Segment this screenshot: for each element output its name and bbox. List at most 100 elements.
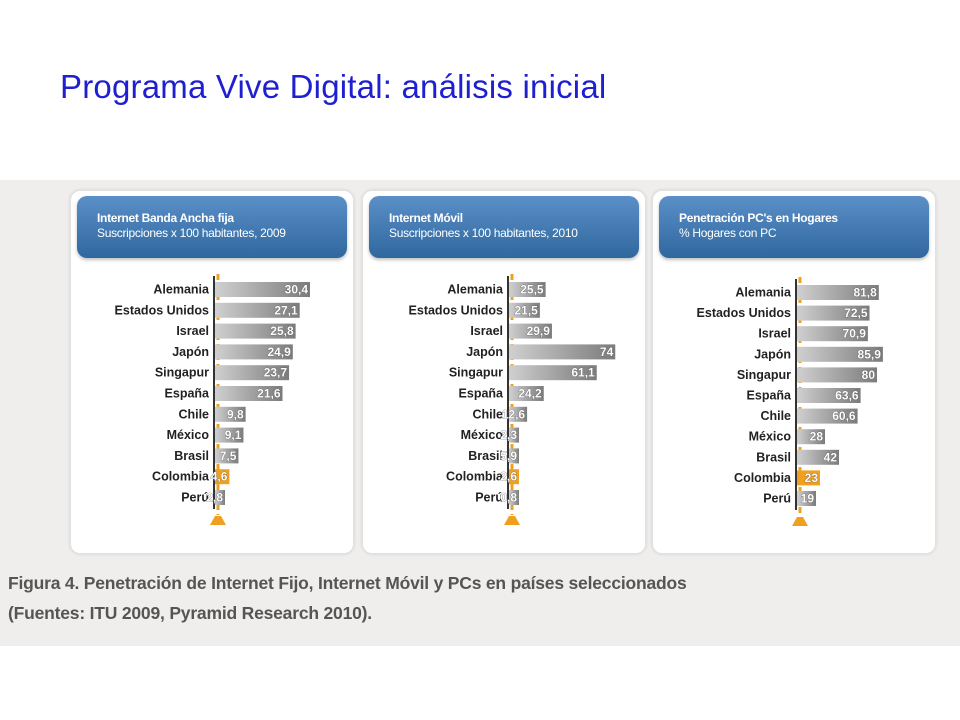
category-label: Chile: [472, 407, 503, 421]
category-label: México: [461, 428, 504, 442]
category-label: Brasil: [756, 450, 791, 464]
reference-marker-base: [792, 517, 808, 526]
bar-chart-mobile: Alemania 25,5 Estados Unidos 21,5 Israel 29,9…: [409, 274, 616, 525]
category-label: España: [747, 389, 793, 403]
category-label: Estados Unidos: [697, 306, 792, 320]
data-label: 85,9: [858, 347, 882, 361]
data-label: 24,2: [518, 387, 542, 401]
bar: [215, 302, 300, 318]
data-label: 23,7: [264, 366, 288, 380]
bar: [797, 491, 816, 506]
data-label: 21,5: [515, 303, 539, 317]
bar: [797, 470, 820, 486]
data-label: 29,9: [527, 324, 551, 338]
bar: [797, 367, 877, 383]
reference-marker-base: [210, 516, 226, 525]
data-label: 5,9: [500, 449, 517, 463]
category-label: Israel: [758, 327, 791, 341]
bar: [215, 448, 239, 464]
category-label: Colombia: [152, 470, 210, 484]
data-label: 42: [824, 450, 838, 464]
category-label: Japón: [754, 347, 791, 361]
bar: [509, 365, 597, 381]
chart-title: Internet Móvil: [389, 211, 463, 225]
figure-caption: Figura 4. Penetración de Internet Fijo, …: [8, 568, 687, 628]
bar-chart-broadband: Alemania 30,4 Estados Unidos 27,1 Israel 25,8…: [115, 274, 310, 525]
category-label: México: [749, 430, 792, 444]
chart-subtitle: Suscripciones x 100 habitantes, 2010: [389, 226, 578, 240]
category-label: Alemania: [447, 283, 504, 297]
category-label: Chile: [178, 407, 209, 421]
data-label: 0,8: [500, 491, 517, 505]
bar: [797, 429, 825, 445]
bar: [797, 285, 879, 300]
bar: [215, 386, 283, 401]
category-label: Alemania: [153, 283, 210, 297]
data-label: 25,8: [270, 324, 294, 338]
data-label: 7,5: [220, 449, 237, 463]
category-label: Colombia: [446, 470, 504, 484]
reference-marker-base: [504, 516, 520, 525]
category-label: España: [165, 387, 211, 401]
bar: [509, 469, 519, 485]
bar: [797, 326, 868, 342]
category-label: Perú: [763, 492, 791, 506]
data-label: 4,6: [211, 470, 228, 484]
bar: [215, 427, 244, 443]
category-label: Israel: [470, 324, 503, 338]
category-label: México: [167, 428, 210, 442]
category-label: España: [459, 387, 505, 401]
chart-subtitle: % Hogares con PC: [679, 226, 777, 240]
data-label: 2,3: [500, 428, 517, 442]
bar: [509, 386, 544, 401]
bar: [509, 427, 519, 443]
data-label: 28: [810, 430, 824, 444]
figure-image: Internet Banda Ancha fija Suscripciones …: [0, 180, 960, 646]
category-label: Japón: [466, 345, 503, 359]
chart-header-broadband: Internet Banda Ancha fija Suscripciones …: [77, 196, 347, 258]
category-label: Israel: [176, 324, 209, 338]
category-label: Singapur: [449, 366, 503, 380]
bar: [509, 282, 546, 297]
data-label: 24,9: [267, 345, 291, 359]
chart-panel-pc: Penetración PC's en Hogares % Hogares co…: [652, 190, 936, 554]
data-label: 74: [600, 345, 614, 359]
bar: [215, 282, 310, 297]
data-label: 60,6: [832, 409, 856, 423]
bar: [509, 406, 528, 422]
category-label: Brasil: [468, 449, 503, 463]
data-label: 12,6: [502, 407, 526, 421]
chart-title: Internet Banda Ancha fija: [97, 211, 234, 225]
bar: [215, 490, 225, 505]
bar: [797, 449, 839, 465]
data-label: 2,8: [206, 491, 223, 505]
bar: [509, 490, 519, 505]
data-label: 2,6: [500, 470, 517, 484]
data-label: 9,8: [227, 407, 244, 421]
data-label: 25,5: [520, 283, 544, 297]
bar: [215, 406, 246, 422]
bar: [509, 323, 552, 339]
category-label: Singapur: [737, 368, 791, 382]
chart-header-pc: Penetración PC's en Hogares % Hogares co…: [659, 196, 929, 258]
data-label: 80: [862, 368, 876, 382]
category-label: Estados Unidos: [115, 303, 210, 317]
chart-title: Penetración PC's en Hogares: [679, 211, 838, 225]
category-label: Singapur: [155, 366, 209, 380]
bar: [797, 408, 858, 424]
category-label: Japón: [172, 345, 209, 359]
category-label: Perú: [475, 491, 503, 505]
data-label: 23: [805, 471, 819, 485]
data-label: 63,6: [835, 389, 859, 403]
category-label: Perú: [181, 491, 209, 505]
bar: [509, 302, 540, 318]
bar: [797, 305, 870, 321]
bar: [215, 365, 290, 381]
chart-header-mobile: Internet Móvil Suscripciones x 100 habit…: [369, 196, 639, 258]
category-label: Estados Unidos: [409, 303, 504, 317]
category-label: Alemania: [735, 286, 792, 300]
chart-panel-broadband: Internet Banda Ancha fija Suscripciones …: [70, 190, 354, 554]
bar: [509, 448, 519, 464]
data-label: 81,8: [853, 286, 877, 300]
bar: [215, 344, 293, 360]
